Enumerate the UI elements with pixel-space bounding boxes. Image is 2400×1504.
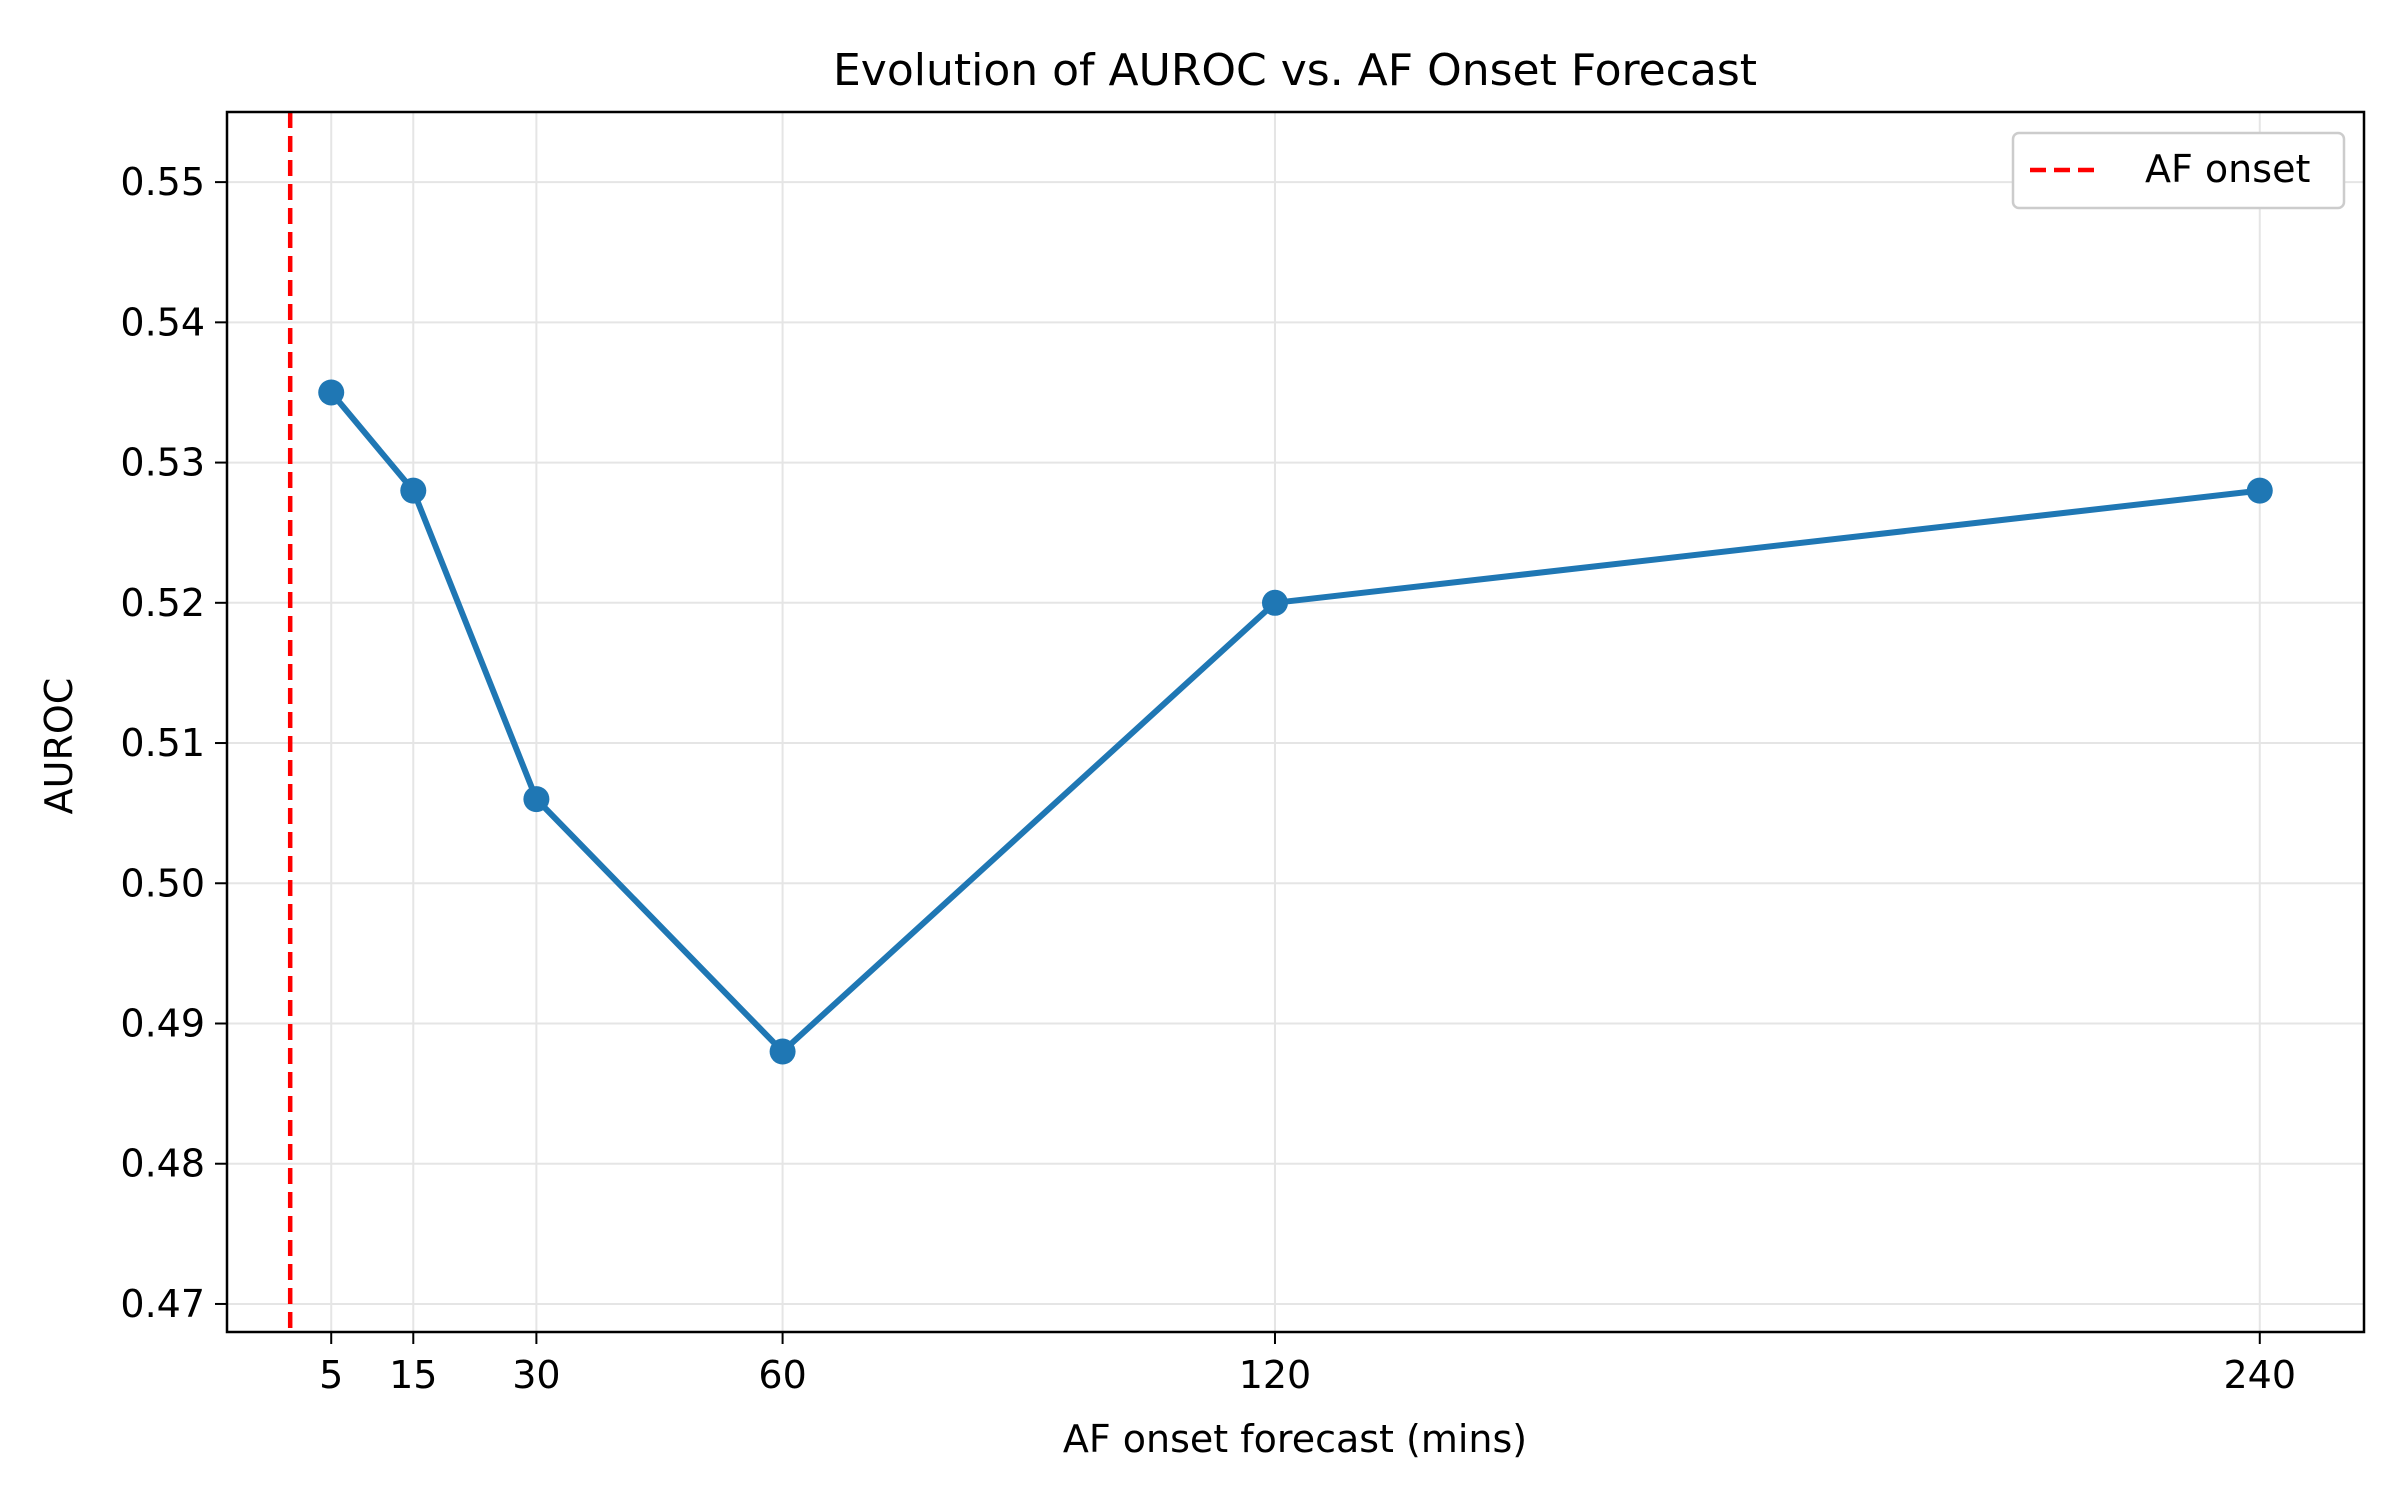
y-tick-label-4: 0.51	[120, 721, 205, 765]
data-point-5	[318, 379, 345, 406]
y-tick-label-8: 0.55	[120, 160, 205, 204]
data-point-60	[769, 1038, 796, 1065]
grid	[227, 112, 2364, 1332]
x-tick-label-240: 240	[2224, 1353, 2297, 1397]
y-tick-label-3: 0.50	[120, 861, 205, 905]
axis-ticks: 5 15 30 60 120 240 0.47 0.48 0.49 0.50 0.51 0.52 0.5…	[120, 160, 2296, 1397]
plot-frame	[225, 110, 2366, 1334]
y-axis-label: AUROC	[37, 678, 81, 815]
data-point-240	[2246, 477, 2273, 504]
x-tick-label-120: 120	[1239, 1353, 1312, 1397]
legend: AF onset	[2011, 131, 2346, 210]
series-line-0	[328, 389, 2263, 1055]
data-point-30	[523, 786, 550, 813]
data-point-120	[1261, 589, 1288, 616]
legend-label-af-onset: AF onset	[2145, 147, 2310, 191]
legend-box	[2011, 131, 2346, 210]
data-point-15	[400, 477, 427, 504]
y-tick-label-1: 0.48	[120, 1142, 205, 1186]
chart-title: Evolution of AUROC vs. AF Onset Forecast	[833, 45, 1757, 96]
x-tick-label-60: 60	[758, 1353, 806, 1397]
x-axis-label: AF onset forecast (mins)	[1063, 1417, 1527, 1461]
y-tick-label-5: 0.52	[120, 581, 205, 625]
x-tick-label-15: 15	[389, 1353, 437, 1397]
y-tick-label-7: 0.54	[120, 300, 205, 344]
x-tick-label-5: 5	[319, 1353, 343, 1397]
y-tick-label-2: 0.49	[120, 1001, 205, 1045]
x-tick-label-30: 30	[512, 1353, 560, 1397]
data-series	[318, 379, 2273, 1065]
y-tick-label-6: 0.53	[120, 441, 205, 485]
y-tick-label-0: 0.47	[120, 1282, 205, 1326]
